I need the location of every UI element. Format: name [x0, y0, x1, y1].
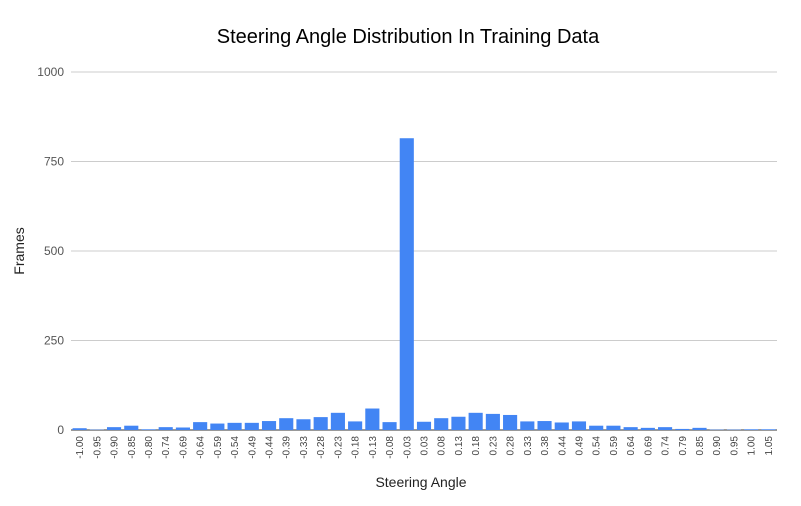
chart-title: Steering Angle Distribution In Training … [217, 26, 600, 48]
x-tick-label: 0.13 [454, 436, 465, 456]
x-tick-label: 1.05 [764, 436, 775, 456]
x-tick-label: 0.18 [471, 436, 482, 456]
x-tick-label: 0.33 [523, 436, 534, 456]
x-tick-label: -0.08 [385, 436, 396, 459]
x-tick-label: 0.54 [592, 436, 603, 456]
y-tick-label: 750 [44, 155, 64, 169]
x-tick-label: -0.80 [144, 436, 155, 459]
y-tick-label: 500 [44, 244, 64, 258]
x-tick-label: 0.95 [729, 436, 740, 456]
bar [503, 414, 518, 430]
bar [348, 421, 363, 430]
x-tick-label: 0.79 [678, 436, 689, 456]
x-tick-label: -0.49 [247, 436, 258, 459]
y-tick-label: 250 [44, 334, 64, 348]
x-tick-label: 1.00 [747, 436, 758, 456]
x-tick-label: -0.33 [299, 436, 310, 459]
y-axis-title: Frames [11, 227, 27, 274]
bar [606, 425, 621, 430]
x-tick-label: 0.85 [695, 436, 706, 456]
x-tick-label: -0.03 [402, 436, 413, 459]
x-tick-label: 0.90 [712, 436, 723, 456]
bar [416, 421, 432, 430]
bar [365, 408, 380, 430]
x-tick-label: 0.03 [420, 436, 431, 456]
y-tick-label: 0 [57, 423, 64, 437]
bar [658, 427, 673, 430]
bar [537, 421, 552, 430]
x-axis-title: Steering Angle [375, 474, 466, 490]
x-tick-label: -0.69 [178, 436, 189, 459]
bar [72, 428, 87, 430]
bar [640, 427, 655, 430]
bar [623, 427, 638, 430]
bar [399, 138, 414, 431]
x-tick-label: -0.90 [110, 436, 121, 459]
x-tick-label: -0.74 [161, 436, 172, 459]
x-tick-label: -0.28 [316, 436, 327, 459]
bar [227, 422, 242, 430]
gridlines [71, 71, 777, 431]
bar [451, 416, 466, 430]
bar [244, 422, 259, 430]
x-tick-label: -0.23 [333, 436, 344, 459]
x-tick-label: -0.85 [127, 436, 138, 459]
bar [692, 427, 707, 430]
x-tick-label: -0.54 [230, 436, 241, 459]
bars [72, 138, 776, 431]
bar [485, 413, 500, 430]
bar [210, 423, 225, 430]
bar [124, 425, 139, 430]
bar [434, 418, 449, 430]
x-tick-label: 0.69 [643, 436, 654, 456]
x-tick-label: 0.44 [557, 436, 568, 456]
bar [141, 429, 156, 430]
bar [468, 412, 483, 430]
x-tick-label: -0.95 [92, 436, 103, 459]
bar [589, 425, 604, 430]
bar [761, 429, 776, 430]
bar [330, 412, 345, 430]
bar [193, 422, 208, 430]
bar [520, 421, 535, 430]
x-tick-label: 0.64 [626, 436, 637, 456]
bar [554, 422, 569, 430]
bar [382, 422, 397, 430]
bar [158, 427, 173, 430]
bar [279, 418, 294, 430]
y-tick-label: 1000 [37, 65, 64, 79]
x-tick-label: -0.59 [213, 436, 224, 459]
y-axis-ticks: 0 250 500 750 1000 [37, 65, 64, 437]
x-tick-label: 0.59 [609, 436, 620, 456]
x-tick-label: 0.23 [488, 436, 499, 456]
x-tick-label: 0.08 [437, 436, 448, 456]
x-tick-label: -0.13 [368, 436, 379, 459]
bar [675, 428, 690, 430]
x-tick-label: -0.18 [351, 436, 362, 459]
bar [106, 427, 122, 430]
x-axis-ticks: -1.00 -0.95 -0.90 -0.85 -0.80 -0.74 -0.69 -0.64… [75, 436, 775, 459]
bar [175, 427, 190, 430]
bar [313, 417, 328, 430]
bar [261, 421, 277, 430]
bar [744, 429, 759, 430]
x-tick-label: -0.44 [265, 436, 276, 459]
x-tick-label: 0.38 [540, 436, 551, 456]
x-tick-label: -0.64 [196, 436, 207, 459]
x-tick-label: 0.28 [506, 436, 517, 456]
x-tick-label: -0.39 [282, 436, 293, 459]
bar [296, 419, 311, 430]
bar [571, 421, 587, 430]
x-tick-label: 0.49 [574, 436, 585, 456]
x-tick-label: 0.74 [661, 436, 672, 456]
x-tick-label: -1.00 [75, 436, 86, 459]
